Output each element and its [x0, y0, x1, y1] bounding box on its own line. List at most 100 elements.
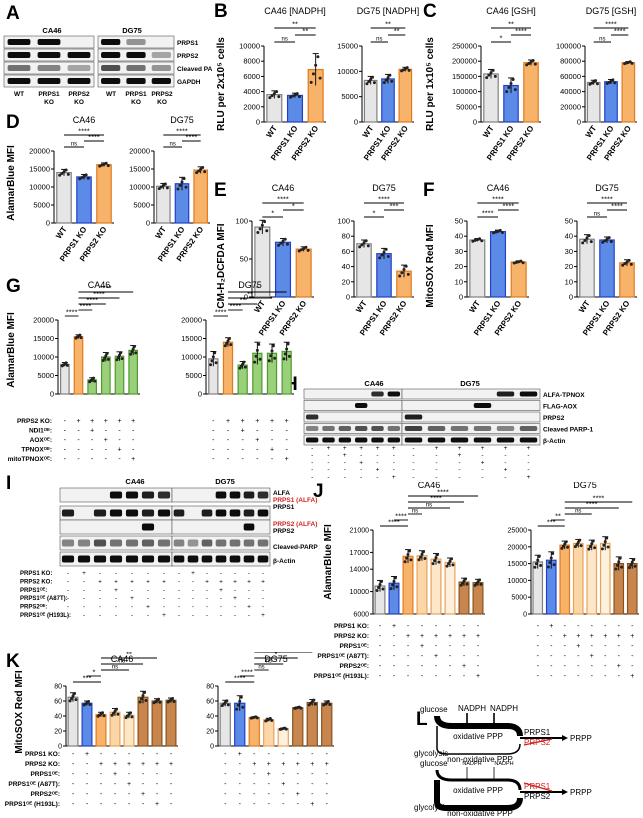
y-tick-label: 100 [337, 217, 350, 226]
blot-band [101, 65, 121, 71]
condition-mark: - [421, 653, 424, 660]
condition-mark: - [256, 428, 259, 435]
data-point [463, 577, 467, 581]
data-point [386, 255, 390, 259]
nadph-label: NADPH [494, 761, 513, 767]
condition-mark: - [344, 474, 346, 481]
blot-band [305, 426, 319, 431]
blot-band [257, 555, 269, 563]
condition-mark: - [435, 673, 438, 680]
condition-label: PRPS1ᴼᴱ (H193L): [5, 801, 60, 808]
condition-mark: - [393, 459, 395, 466]
chart-title: CA46 [GSH] [486, 6, 536, 16]
glucose-label: glucose [420, 705, 448, 714]
condition-mark: - [481, 467, 483, 474]
significance-label: **** [593, 494, 605, 503]
condition-mark: - [591, 673, 594, 680]
condition-mark: - [72, 781, 75, 788]
y-tick-label: 10000 [129, 183, 150, 192]
blot-band [67, 65, 91, 71]
blot-band [7, 78, 31, 84]
blot-band [141, 555, 155, 563]
chart-title: DG75 [573, 482, 597, 490]
data-point [493, 74, 497, 78]
band-label: PRPS2 [543, 415, 565, 422]
significance-label: ** [394, 27, 400, 36]
data-point [271, 344, 275, 348]
data-point [281, 239, 285, 243]
blot-band [61, 509, 75, 517]
condition-mark: + [434, 633, 438, 640]
data-point [549, 556, 553, 560]
condition-mark: - [297, 781, 300, 788]
condition-mark: - [206, 604, 208, 611]
condition-mark: - [256, 456, 259, 463]
condition-mark: - [311, 474, 313, 481]
condition-mark: - [327, 474, 329, 481]
condition-mark: - [421, 623, 424, 630]
band-label: Cleaved PARP-1 [543, 427, 593, 434]
condition-mark: + [617, 663, 621, 670]
condition-mark: - [178, 612, 180, 619]
condition-mark: - [99, 587, 101, 594]
data-point [603, 540, 607, 544]
condition-mark: + [85, 751, 89, 758]
x-tick-label: WT [577, 299, 592, 314]
condition-mark: + [261, 612, 265, 619]
data-point [104, 161, 108, 165]
blot-band [305, 414, 319, 420]
condition-label: AOXᴼᴱ: [30, 437, 52, 444]
data-point [409, 558, 413, 562]
data-point [203, 170, 207, 174]
chart-title: DG75 [595, 183, 619, 193]
panel-g-alamarblue-chart: AlamarBlue MFI CA46 0 5000 10000 15000 20000 **… [4, 280, 300, 470]
y-tick-label: 50 [240, 255, 248, 264]
condition-mark: - [72, 791, 75, 798]
condition-mark: - [132, 428, 135, 435]
cell-line-label: DG75 [460, 379, 480, 388]
condition-mark: - [170, 801, 173, 808]
condition-mark: - [83, 587, 85, 594]
data-point [102, 714, 106, 718]
data-point [560, 546, 564, 550]
condition-label: PRPS1ᴼᴱ: [30, 771, 60, 778]
condition-mark: - [224, 761, 227, 768]
data-point [318, 76, 322, 80]
condition-mark: - [393, 633, 396, 640]
blot-band [67, 78, 91, 84]
condition-mark: + [146, 604, 150, 611]
blot-band [101, 52, 121, 58]
condition-mark: - [577, 653, 580, 660]
condition-label: PRPS1 KO: [20, 571, 52, 577]
condition-mark: - [115, 604, 117, 611]
nadph-label: NADPH [490, 705, 518, 713]
data-point [304, 245, 308, 249]
condition-mark: + [281, 781, 285, 788]
condition-mark: - [297, 751, 300, 758]
x-tick-label: WT [54, 225, 69, 240]
condition-mark: - [379, 633, 382, 640]
lane-label: PRPS2 [151, 91, 173, 98]
blot-band [109, 555, 123, 563]
data-point [270, 94, 274, 98]
y-tick-label: 100000 [452, 87, 477, 96]
condition-mark: - [271, 428, 274, 435]
blot-band [496, 426, 515, 431]
condition-mark: - [262, 587, 264, 594]
data-point [91, 376, 95, 380]
condition-mark: - [435, 467, 437, 474]
condition-label: PRPS2 KO: [25, 761, 60, 768]
bar [73, 336, 84, 395]
data-point [70, 696, 74, 700]
significance-label: ns [119, 659, 125, 665]
y-tick-label: 10000 [508, 578, 528, 585]
y-axis-label: AlamarBlue MFI [6, 145, 17, 221]
condition-mark: - [64, 418, 67, 425]
condition-mark: - [435, 623, 438, 630]
y-tick-label: 10000 [181, 353, 202, 362]
data-point [377, 585, 381, 589]
data-point [447, 562, 451, 566]
oxidative-ppp-arrow [435, 769, 522, 791]
